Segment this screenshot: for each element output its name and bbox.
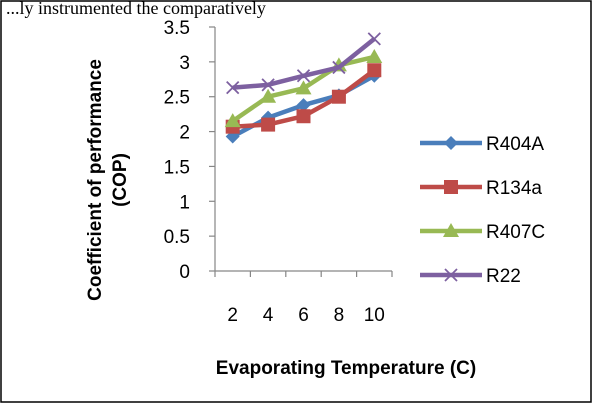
top-caption-fragment: ...ly instrumented the comparatively <box>6 0 266 18</box>
legend-item-r134a: R134a <box>420 178 542 199</box>
y-tick-label: 0.5 <box>164 227 190 248</box>
data-point-r134a <box>331 89 346 104</box>
y-axis-title-line-2: (COP) <box>110 153 131 207</box>
y-tick-label: 3.5 <box>164 18 190 39</box>
x-tick-label: 10 <box>364 305 385 326</box>
x-axis-title: Evaporating Temperature (C) <box>216 358 476 379</box>
legend-label: R407C <box>486 222 545 243</box>
x-marker-stroke <box>226 81 240 95</box>
legend-label: R134a <box>486 178 542 199</box>
y-tick-labels: 0 0.5 1 1.5 2 2.5 3 3.5 <box>164 18 190 283</box>
axes <box>209 26 393 277</box>
x-marker-stroke <box>444 268 458 282</box>
data-point-r404a <box>296 98 311 113</box>
data-point-r407c <box>224 113 241 128</box>
legend-marker <box>444 136 458 150</box>
y-axis-title: Coefficient of performance (COP) <box>85 59 131 301</box>
data-point-r407c <box>366 48 383 63</box>
legend-item-r22: R22 <box>420 266 521 287</box>
x-marker-stroke <box>261 78 275 92</box>
x-tick-label: 2 <box>227 305 238 326</box>
data-point-r134a <box>261 117 276 132</box>
data-point-r22 <box>332 60 346 75</box>
data-point-r22 <box>367 32 381 46</box>
x-tick-labels: 2 4 6 8 10 <box>227 305 384 326</box>
x-tick-label: 4 <box>263 305 274 326</box>
data-point-r134a <box>296 109 311 124</box>
legend-marker <box>443 223 459 237</box>
x-marker-stroke <box>332 60 346 75</box>
legend-item-r407c: R407C <box>420 222 545 243</box>
series-r22 <box>226 32 381 95</box>
legend-label: R404A <box>486 134 544 155</box>
data-point-r22 <box>296 69 311 83</box>
y-tick-label: 1 <box>179 192 190 213</box>
legend-marker <box>444 268 458 282</box>
data-point-r22 <box>261 78 275 92</box>
legend: R404A R134a R407C R22 <box>420 134 545 287</box>
x-marker-stroke <box>367 32 381 46</box>
data-point-r22 <box>226 81 240 95</box>
data-point-r407c <box>295 80 312 95</box>
x-marker-stroke <box>296 69 311 83</box>
y-tick-label: 2 <box>179 123 190 144</box>
x-tick-label: 6 <box>298 305 309 326</box>
legend-marker <box>444 180 458 194</box>
y-tick-label: 0 <box>179 262 190 283</box>
y-tick-label: 3 <box>179 53 190 74</box>
legend-label: R22 <box>486 266 521 287</box>
y-tick-label: 2.5 <box>164 88 190 109</box>
y-axis-title-line-1: Coefficient of performance <box>85 59 106 301</box>
data-point-r134a <box>367 63 382 78</box>
legend-item-r404a: R404A <box>420 134 544 155</box>
data-point-r407c <box>260 88 277 103</box>
series-r407c <box>224 48 383 128</box>
plot-series <box>224 32 383 144</box>
y-tick-label: 1.5 <box>164 157 190 178</box>
x-tick-label: 8 <box>334 305 345 326</box>
